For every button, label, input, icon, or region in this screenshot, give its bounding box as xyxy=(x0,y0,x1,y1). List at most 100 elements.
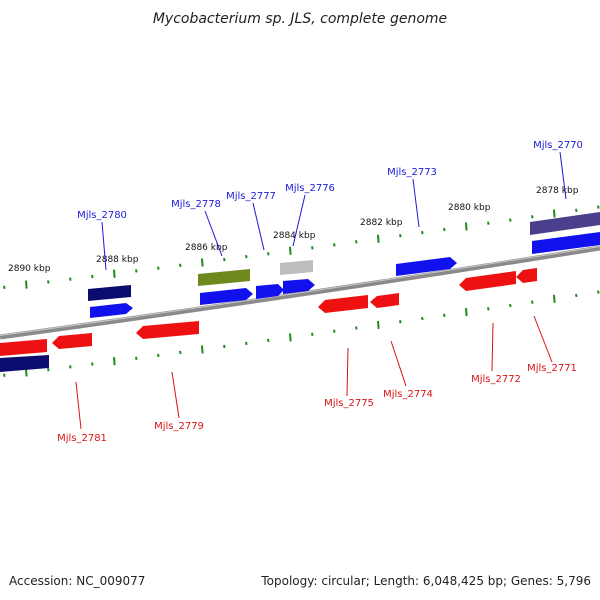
gene-label-mjls-2771[interactable]: Mjls_2771 xyxy=(527,363,577,374)
ruler-bottom-major-tick xyxy=(377,320,380,330)
gene-label-mjls-2770[interactable]: Mjls_2770 xyxy=(533,140,583,151)
ruler-bottom-minor-tick xyxy=(157,353,160,358)
gene-label-mjls-2777[interactable]: Mjls_2777 xyxy=(226,191,276,202)
ruler-top-major-tick xyxy=(377,234,380,243)
gene-label-mjls-2773[interactable]: Mjls_2773 xyxy=(387,167,437,178)
gene-arrow-2780[interactable] xyxy=(90,303,133,318)
ruler-top-minor-tick xyxy=(91,274,94,279)
gene-label-mjls-2774[interactable]: Mjls_2774 xyxy=(383,389,433,400)
ruler-top-major-tick xyxy=(113,269,116,278)
kbp-label-2890: 2890 kbp xyxy=(8,264,51,274)
ruler-top-minor-tick xyxy=(47,280,50,284)
ruler-bottom-minor-tick xyxy=(223,344,226,349)
ruler-top-minor-tick xyxy=(179,263,182,268)
ruler-top-minor-tick xyxy=(223,257,226,262)
map-title: Mycobacterium sp. JLS, complete genome xyxy=(153,11,447,27)
gene-label-mjls-2781[interactable]: Mjls_2781 xyxy=(57,433,107,444)
ruler-top-major-tick xyxy=(25,280,28,289)
gene-arrow-2777[interactable] xyxy=(256,284,284,299)
ruler-top-minor-tick xyxy=(135,269,138,273)
gene-arrow-2772[interactable] xyxy=(459,271,516,291)
label-leaders-bottom xyxy=(75,315,553,430)
accession-text: Accession: NC_009077 xyxy=(9,574,145,588)
gene-feature-rrna-2778[interactable] xyxy=(198,269,250,286)
ruler-bottom-minor-tick xyxy=(179,350,182,355)
gene-arrow-2775[interactable] xyxy=(318,295,368,313)
kbp-label-2882: 2882 kbp xyxy=(360,218,403,228)
gene-label-mjls-2780[interactable]: Mjls_2780 xyxy=(77,210,127,221)
ruler-bottom-major-tick xyxy=(289,333,292,342)
ruler-top-minor-tick xyxy=(509,218,512,222)
gene-label-mjls-2776[interactable]: Mjls_2776 xyxy=(285,183,335,194)
ruler-bottom-minor-tick xyxy=(311,332,314,337)
gene-feature-pseudo-2776[interactable] xyxy=(280,260,313,275)
ruler-top-minor-tick xyxy=(333,243,336,247)
ruler-bottom-minor-tick xyxy=(69,365,72,369)
ruler-top-minor-tick xyxy=(69,277,72,281)
ruler-bottom-minor-tick xyxy=(333,329,336,333)
gene-label-mjls-2778[interactable]: Mjls_2778 xyxy=(171,199,221,210)
ruler-top-minor-tick xyxy=(597,205,600,209)
gene-arrow-2776[interactable] xyxy=(283,279,315,294)
ruler-bottom-minor-tick xyxy=(531,300,534,304)
ruler-bottom-minor-tick xyxy=(575,293,578,298)
gene-arrow-2774[interactable] xyxy=(370,293,399,308)
ruler-bottom-minor-tick xyxy=(3,373,6,377)
gene-label-mjls-2779[interactable]: Mjls_2779 xyxy=(154,421,204,432)
genome-summary-text: Topology: circular; Length: 6,048,425 bp… xyxy=(260,574,591,588)
gene-mjls-2770-track[interactable] xyxy=(530,212,600,254)
kbp-label-2884: 2884 kbp xyxy=(273,231,316,241)
ruler-top-minor-tick xyxy=(443,227,446,232)
label-leaders-top xyxy=(101,151,567,271)
kbp-ruler-top xyxy=(3,205,600,289)
ruler-bottom-minor-tick xyxy=(421,316,424,321)
ruler-top-minor-tick xyxy=(311,246,314,250)
ruler-top-minor-tick xyxy=(157,266,160,270)
ruler-bottom-minor-tick xyxy=(91,362,94,366)
ruler-bottom-major-tick xyxy=(201,345,204,354)
ruler-bottom-major-tick xyxy=(113,357,116,366)
ruler-bottom-minor-tick xyxy=(355,326,358,330)
genome-backbone xyxy=(0,245,600,340)
gene-mjls-2778-track[interactable] xyxy=(198,269,253,305)
gene-arrow-2770[interactable] xyxy=(532,232,600,254)
genome-backbone-highlight xyxy=(0,246,600,336)
ruler-top-minor-tick xyxy=(3,285,6,289)
gene-feature-dark-2770[interactable] xyxy=(530,212,600,235)
gene-mjls-2780-track[interactable] xyxy=(88,285,133,318)
gene-arrow-2781-a[interactable] xyxy=(0,339,47,356)
ruler-top-minor-tick xyxy=(531,215,534,219)
gene-arrow-2773[interactable] xyxy=(396,257,457,276)
gene-label-mjls-2772[interactable]: Mjls_2772 xyxy=(471,374,521,385)
ruler-top-minor-tick xyxy=(355,240,358,244)
ruler-bottom-major-tick xyxy=(553,294,556,303)
ruler-bottom-minor-tick xyxy=(399,320,402,324)
ruler-bottom-minor-tick xyxy=(443,313,446,318)
kbp-label-2880: 2880 kbp xyxy=(448,203,491,213)
gene-label-mjls-2775[interactable]: Mjls_2775 xyxy=(324,398,374,409)
ruler-top-major-tick xyxy=(553,209,556,218)
gene-arrow-2778[interactable] xyxy=(200,288,253,305)
ruler-bottom-minor-tick xyxy=(245,341,248,346)
ruler-top-major-tick xyxy=(289,246,292,255)
gene-arrow-2771[interactable] xyxy=(516,268,537,283)
ruler-top-minor-tick xyxy=(421,230,424,235)
gene-mjls-2776-track[interactable] xyxy=(280,260,315,294)
ruler-bottom-major-tick xyxy=(465,307,468,317)
ruler-top-minor-tick xyxy=(267,252,270,256)
gene-feature-dark-2780[interactable] xyxy=(88,285,131,301)
gene-arrow-2781-b[interactable] xyxy=(52,333,92,349)
gene-arrow-2779[interactable] xyxy=(136,321,199,339)
ruler-bottom-minor-tick xyxy=(487,307,490,311)
kbp-ruler-bottom xyxy=(3,290,600,377)
ruler-top-minor-tick xyxy=(487,221,490,225)
kbp-label-2888: 2888 kbp xyxy=(96,255,139,265)
ruler-top-major-tick xyxy=(465,222,468,231)
kbp-label-2878: 2878 kbp xyxy=(536,186,579,196)
ruler-bottom-minor-tick xyxy=(135,356,138,360)
ruler-bottom-minor-tick xyxy=(267,338,270,343)
ruler-top-minor-tick xyxy=(575,208,578,213)
gene-feature-dark-2781[interactable] xyxy=(0,355,49,372)
ruler-bottom-minor-tick xyxy=(509,303,512,308)
